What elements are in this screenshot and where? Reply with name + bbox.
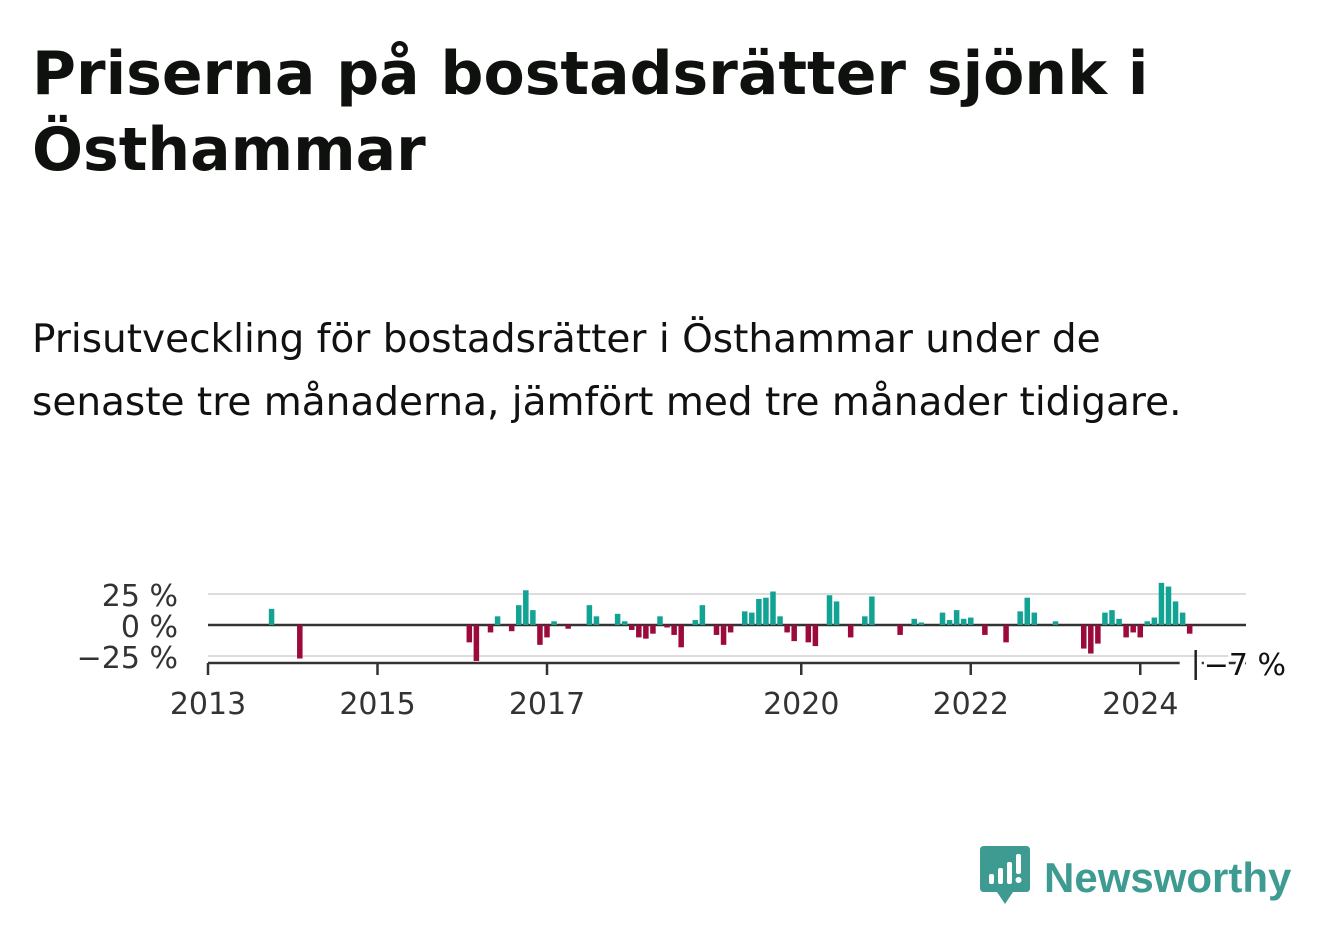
bar bbox=[268, 608, 275, 625]
bar bbox=[897, 625, 903, 635]
last-value-annotation: −7 % bbox=[1194, 645, 1289, 686]
bar bbox=[643, 625, 649, 639]
bar bbox=[869, 596, 875, 625]
bar bbox=[466, 625, 473, 643]
bar bbox=[777, 616, 783, 625]
bar bbox=[537, 625, 543, 645]
bar bbox=[1165, 586, 1172, 625]
bar bbox=[1137, 625, 1144, 638]
bar bbox=[1109, 610, 1115, 625]
brand: Newsworthy bbox=[980, 846, 1291, 910]
grid-lines bbox=[208, 593, 1246, 657]
bar bbox=[1123, 625, 1129, 638]
bar bbox=[1052, 621, 1059, 625]
bar bbox=[763, 597, 769, 625]
bars bbox=[268, 582, 1193, 661]
bar bbox=[911, 618, 918, 625]
bar bbox=[812, 625, 819, 647]
bar bbox=[1186, 625, 1193, 634]
bar bbox=[699, 605, 706, 625]
newsworthy-logo-icon bbox=[980, 846, 1030, 904]
bar bbox=[791, 625, 797, 642]
y-axis-labels: 25 %0 %−25 % bbox=[77, 579, 178, 676]
bar bbox=[1116, 618, 1122, 625]
bar bbox=[1158, 582, 1165, 625]
bar-chart: 25 %0 %−25 % 2013 2015 2017 2020 2022 2024 −7… bbox=[77, 579, 1289, 722]
bar bbox=[749, 612, 755, 625]
bar bbox=[918, 622, 925, 625]
bar bbox=[621, 621, 628, 625]
bar bbox=[544, 625, 550, 638]
bar bbox=[508, 625, 515, 632]
bar bbox=[862, 616, 868, 625]
bar bbox=[1179, 612, 1186, 625]
bar bbox=[636, 625, 642, 638]
bar bbox=[784, 625, 790, 633]
bar bbox=[805, 625, 812, 643]
x-axis: 2013 2015 2017 2020 2022 2024 bbox=[170, 661, 1180, 722]
bar bbox=[1144, 621, 1151, 625]
x-tick-label: 2024 bbox=[1102, 687, 1178, 722]
bar bbox=[692, 620, 699, 625]
bar bbox=[586, 605, 593, 625]
bar bbox=[1088, 625, 1094, 654]
bar bbox=[741, 611, 748, 625]
bar bbox=[297, 625, 303, 659]
bar bbox=[494, 616, 501, 625]
bar bbox=[515, 605, 522, 625]
chart-subtitle: Prisutveckling för bostadsrätter i Östha… bbox=[32, 317, 1182, 425]
bar bbox=[1031, 612, 1038, 625]
bar bbox=[1102, 612, 1108, 625]
bar bbox=[523, 590, 529, 625]
bar bbox=[1151, 617, 1158, 625]
bar bbox=[593, 616, 600, 625]
bar bbox=[1172, 601, 1179, 625]
bar bbox=[847, 625, 854, 638]
x-tick-label: 2017 bbox=[509, 687, 585, 722]
bar bbox=[671, 625, 677, 635]
bar bbox=[756, 598, 762, 625]
y-tick-label: −25 % bbox=[77, 641, 178, 676]
bar bbox=[487, 625, 494, 633]
bar bbox=[565, 625, 571, 629]
chart-title: Priserna på bostadsrätter sjönk i Östham… bbox=[32, 39, 1149, 185]
bar bbox=[713, 625, 720, 635]
bar bbox=[960, 618, 967, 625]
bar bbox=[982, 625, 988, 635]
bar bbox=[614, 613, 621, 625]
bar bbox=[826, 595, 833, 625]
bar bbox=[1130, 625, 1136, 633]
bar bbox=[664, 625, 670, 628]
bar bbox=[1017, 611, 1023, 625]
x-tick-label: 2022 bbox=[933, 687, 1009, 722]
x-tick-label: 2013 bbox=[170, 687, 246, 722]
x-tick-label: 2015 bbox=[339, 687, 415, 722]
bar bbox=[967, 617, 974, 625]
bar bbox=[946, 620, 953, 625]
bar bbox=[833, 601, 840, 625]
bar bbox=[939, 612, 946, 625]
bar bbox=[727, 625, 734, 633]
bar bbox=[657, 616, 663, 625]
bar bbox=[953, 610, 960, 625]
bar bbox=[650, 625, 656, 634]
bar bbox=[678, 625, 684, 648]
bar bbox=[1003, 625, 1009, 643]
x-tick-label: 2020 bbox=[763, 687, 839, 722]
last-value-label: −7 % bbox=[1204, 648, 1286, 683]
bar bbox=[1024, 597, 1031, 625]
bar bbox=[551, 621, 557, 625]
bar bbox=[720, 625, 727, 645]
brand-name: Newsworthy bbox=[1044, 854, 1292, 901]
y-tick-label: 0 % bbox=[121, 610, 178, 645]
bar bbox=[628, 625, 635, 630]
y-tick-label: 25 % bbox=[102, 579, 178, 614]
bar bbox=[530, 610, 536, 625]
bar bbox=[770, 591, 776, 625]
bar bbox=[1095, 625, 1101, 644]
bar bbox=[1080, 625, 1087, 649]
bar bbox=[473, 625, 480, 661]
